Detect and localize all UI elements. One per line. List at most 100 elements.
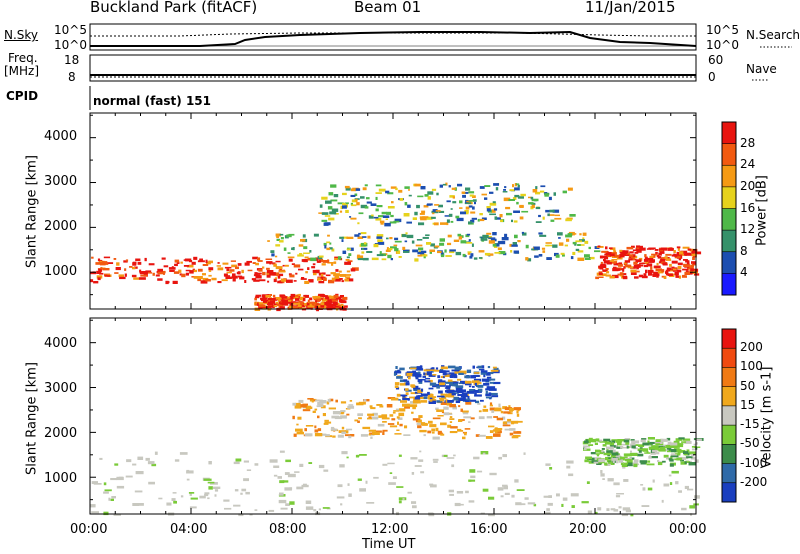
power-scatter-cell <box>558 237 561 239</box>
velocity-scatter-cell <box>461 395 468 398</box>
velocity-scatter-cell <box>439 398 444 402</box>
power-scatter-cell <box>671 260 678 264</box>
power-scatter-cell <box>643 265 648 268</box>
velocity-scatter-cell <box>314 433 323 437</box>
velocity-scatter-cell <box>432 374 437 376</box>
power-scatter-cell <box>645 269 648 274</box>
power-scatter-cell <box>197 276 203 280</box>
power-scatter-cell <box>403 213 410 217</box>
velocity-scatter-cell <box>474 393 477 396</box>
power-scatter-cell <box>104 273 110 277</box>
power-scatter-cell <box>327 206 333 210</box>
velocity-scatter-cell <box>437 430 442 434</box>
velocity-scatter-cell <box>562 497 568 501</box>
power-scatter-cell <box>420 217 427 221</box>
power-scatter-cell <box>352 267 359 271</box>
power-scatter-cell <box>657 256 662 259</box>
velocity-scatter-cell <box>603 438 611 442</box>
power-scatter-cell <box>307 267 310 270</box>
nsky-line <box>90 32 696 37</box>
power-scatter-cell <box>636 249 642 253</box>
velocity-scatter-cell <box>605 446 614 450</box>
power-scatter-cell <box>360 232 367 235</box>
power-scatter-cell <box>319 204 323 208</box>
velocity-scatter-cell <box>296 423 299 426</box>
power-scatter-cell <box>376 236 383 239</box>
velocity-scatter-cell <box>373 476 379 479</box>
velocity-scatter-cell <box>453 454 456 457</box>
power-scatter-cell <box>438 210 445 213</box>
velocity-scatter-cell <box>208 486 213 490</box>
power-scatter-cell <box>484 185 491 187</box>
power-scatter-cell <box>322 295 328 298</box>
velocity-scatter-cell <box>523 452 526 455</box>
velocity-colorbar-tick-label: 50 <box>740 378 756 393</box>
power-scatter-cell <box>315 298 321 302</box>
velocity-scatter-cell <box>646 450 649 454</box>
velocity-scatter-cell <box>340 411 345 414</box>
power-scatter-cell <box>321 196 328 200</box>
power-scatter-cell <box>138 277 146 280</box>
velocity-scatter-cell <box>305 506 314 510</box>
power-scatter-cell <box>539 234 547 237</box>
velocity-scatter-cell <box>657 460 660 462</box>
velocity-scatter-cell <box>489 397 492 400</box>
velocity-scatter-cell <box>325 434 330 437</box>
power-scatter-cell <box>404 202 408 206</box>
power-scatter-cell <box>297 304 302 308</box>
power-scatter-cell <box>129 266 133 268</box>
power-scatter-cell <box>484 197 488 200</box>
velocity-scatter-cell <box>323 423 329 425</box>
power-scatter-cell <box>225 276 232 279</box>
velocity-scatter-cell <box>641 438 647 440</box>
power-scatter-cell <box>208 274 212 277</box>
power-scatter-cell <box>261 294 265 298</box>
power-scatter-cell <box>498 251 506 255</box>
velocity-scatter-cell <box>491 395 499 398</box>
power-scatter-cell <box>337 256 342 260</box>
power-scatter-cell <box>440 222 447 225</box>
power-scatter-cell <box>335 269 339 272</box>
velocity-scatter-cell <box>626 445 629 449</box>
velocity-scatter-cell <box>289 501 295 505</box>
power-scatter-cell <box>691 250 697 254</box>
velocity-scatter-cell <box>623 479 629 482</box>
power-scatter-cell <box>356 255 364 259</box>
power-scatter-cell <box>395 187 398 191</box>
power-scatter-cell <box>385 190 390 194</box>
power-scatter-cell <box>385 249 391 252</box>
power-scatter-cell <box>206 261 211 265</box>
power-scatter-cell <box>217 281 222 284</box>
velocity-scatter-cell <box>298 399 304 403</box>
power-scatter-cell <box>275 244 281 247</box>
velocity-scatter-cell <box>606 450 613 454</box>
velocity-scatter-cell <box>469 389 476 392</box>
velocity-scatter-cell <box>449 431 458 434</box>
velocity-scatter-cell <box>469 469 476 473</box>
power-scatter-cell <box>462 191 469 194</box>
velocity-scatter-cell <box>640 462 646 465</box>
velocity-scatter-cell <box>395 408 403 411</box>
power-scatter-cell <box>426 203 433 206</box>
power-scatter-cell <box>96 270 102 274</box>
velocity-scatter-cell <box>410 392 418 395</box>
power-scatter-cell <box>521 231 524 234</box>
velocity-scatter-cell <box>440 433 445 436</box>
power-scatter-cell <box>315 303 322 305</box>
velocity-scatter-cell <box>285 459 291 463</box>
power-scatter-cell <box>622 252 628 254</box>
power-scatter-cell <box>540 185 546 188</box>
velocity-scatter-cell <box>457 391 464 393</box>
power-scatter-cell <box>601 273 607 276</box>
velocity-scatter-cell <box>103 511 109 516</box>
velocity-scatter-cell <box>520 503 526 506</box>
power-scatter-cell <box>649 248 654 250</box>
power-scatter-cell <box>252 262 256 264</box>
power-scatter-cell <box>116 262 120 266</box>
power-scatter-cell <box>346 256 350 259</box>
velocity-scatter-cell <box>297 416 302 420</box>
power-scatter-cell <box>613 248 616 251</box>
power-scatter-cell <box>509 243 512 247</box>
velocity-scatter-cell <box>317 428 322 432</box>
velocity-scatter-cell <box>601 450 604 454</box>
